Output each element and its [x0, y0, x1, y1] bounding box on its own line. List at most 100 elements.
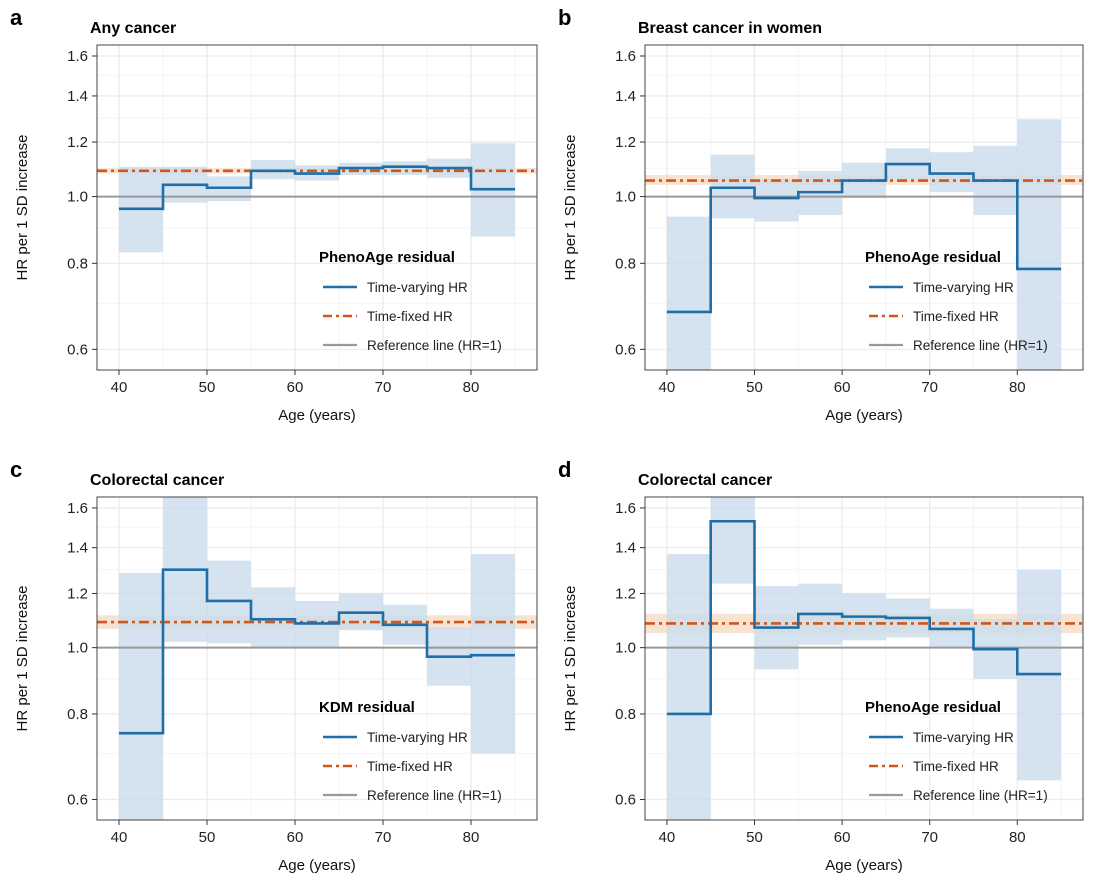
- y-tick-label: 0.8: [615, 255, 636, 272]
- legend-label: Time-varying HR: [913, 730, 1014, 745]
- legend-title: PhenoAge residual: [865, 249, 1001, 266]
- y-tick-label: 0.6: [615, 341, 636, 358]
- legend-label: Reference line (HR=1): [913, 788, 1048, 803]
- plot-area: [645, 45, 1083, 370]
- legend: KDM residual Time-varying HR Time-fixed HR…: [319, 699, 502, 803]
- plot-frame: [644, 496, 1084, 821]
- x-axis-label: Age (years): [825, 407, 903, 424]
- axes: 40 50 60 70 80 0.6 0.8 1.0 1.2 1.4 1.6: [615, 48, 1026, 396]
- time-varying-step-line: [119, 165, 515, 211]
- y-tick-label: 1.0: [615, 189, 636, 206]
- legend-label: Time-fixed HR: [367, 309, 453, 324]
- time-varying-ci-band: [1017, 119, 1062, 370]
- y-tick-label: 0.8: [67, 706, 88, 723]
- legend: PhenoAge residual Time-varying HR Time-fix…: [865, 699, 1048, 803]
- time-varying-ci-band: [383, 161, 427, 175]
- x-tick-label: 50: [199, 829, 216, 846]
- axes: 40 50 60 70 80 0.6 0.8 1.0 1.2 1.4 1.6: [67, 500, 479, 846]
- time-varying-ci-band: [251, 587, 295, 648]
- legend: PhenoAge residual Time-varying HR Time-fix…: [319, 249, 502, 353]
- plot-background: [97, 45, 537, 370]
- x-tick-label: 60: [834, 829, 851, 846]
- panel-title: Any cancer: [90, 20, 176, 37]
- legend-label: Time-fixed HR: [913, 309, 999, 324]
- time-varying-ci-band: [666, 554, 711, 820]
- panel-title: Colorectal cancer: [90, 472, 224, 489]
- panel-c: 40 50 60 70 80 0.6 0.8 1.0 1.2 1.4 1.6 Age (years) H…: [10, 457, 538, 874]
- panel-letter: a: [10, 5, 23, 30]
- legend-label: Time-varying HR: [367, 730, 468, 745]
- x-tick-label: 80: [463, 829, 480, 846]
- x-tick-label: 60: [287, 379, 304, 396]
- y-tick-label: 1.6: [615, 48, 636, 65]
- x-tick-label: 80: [1009, 829, 1026, 846]
- y-tick-label: 1.2: [615, 134, 636, 151]
- legend-label: Time-fixed HR: [367, 759, 453, 774]
- legend-title: PhenoAge residual: [319, 249, 455, 266]
- x-tick-label: 70: [921, 829, 938, 846]
- legend-label: Time-fixed HR: [913, 759, 999, 774]
- y-tick-label: 1.4: [615, 88, 636, 105]
- x-axis-label: Age (years): [278, 857, 356, 874]
- y-tick-label: 1.4: [67, 540, 88, 557]
- time-varying-ci-band: [710, 497, 755, 584]
- y-tick-label: 1.2: [67, 585, 88, 602]
- y-axis-label: HR per 1 SD increase: [562, 135, 579, 281]
- time-varying-step-line: [119, 568, 515, 735]
- time-varying-ci-band: [666, 216, 711, 370]
- axes: 40 50 60 70 80 0.6 0.8 1.0 1.2 1.4 1.6: [615, 500, 1026, 846]
- y-tick-label: 1.4: [615, 540, 636, 557]
- x-tick-label: 40: [659, 379, 676, 396]
- y-tick-label: 0.6: [615, 791, 636, 808]
- x-tick-label: 80: [463, 379, 480, 396]
- x-tick-label: 70: [375, 379, 392, 396]
- legend-title: PhenoAge residual: [865, 699, 1001, 716]
- y-axis-label: HR per 1 SD increase: [562, 586, 579, 732]
- y-axis-label: HR per 1 SD increase: [14, 586, 31, 732]
- panel-letter: c: [10, 457, 22, 482]
- x-axis-label: Age (years): [278, 407, 356, 424]
- plot-area: [97, 45, 537, 370]
- panel-letter: b: [558, 5, 571, 30]
- y-tick-label: 1.0: [67, 189, 88, 206]
- plot-area: [97, 497, 537, 820]
- time-varying-ci-band: [119, 573, 163, 820]
- panel-d: 40 50 60 70 80 0.6 0.8 1.0 1.2 1.4 1.6 Age (years) H…: [558, 457, 1084, 874]
- legend-label: Reference line (HR=1): [367, 338, 502, 353]
- legend: PhenoAge residual Time-varying HR Time-fix…: [865, 249, 1048, 353]
- y-tick-label: 1.6: [67, 48, 88, 65]
- x-axis-label: Age (years): [825, 857, 903, 874]
- y-axis-label: HR per 1 SD increase: [14, 135, 31, 281]
- x-tick-label: 50: [746, 829, 763, 846]
- x-tick-label: 40: [111, 379, 128, 396]
- y-tick-label: 0.6: [67, 341, 88, 358]
- x-tick-label: 70: [375, 829, 392, 846]
- panel-title: Colorectal cancer: [638, 472, 772, 489]
- y-tick-label: 1.4: [67, 88, 88, 105]
- time-varying-ci-band: [754, 179, 799, 222]
- time-varying-ci-band: [471, 554, 515, 754]
- legend-label: Time-varying HR: [913, 280, 1014, 295]
- x-tick-label: 40: [659, 829, 676, 846]
- panel-title: Breast cancer in women: [638, 20, 822, 37]
- y-tick-label: 1.2: [615, 585, 636, 602]
- plot-area: [645, 497, 1083, 820]
- y-tick-label: 1.0: [67, 640, 88, 657]
- y-tick-label: 1.0: [615, 640, 636, 657]
- x-tick-label: 60: [287, 829, 304, 846]
- axes: 40 50 60 70 80 0.6 0.8 1.0 1.2 1.4 1.6: [67, 48, 479, 396]
- x-tick-label: 60: [834, 379, 851, 396]
- legend-label: Reference line (HR=1): [367, 788, 502, 803]
- x-tick-label: 70: [921, 379, 938, 396]
- y-tick-label: 0.8: [67, 255, 88, 272]
- x-tick-label: 80: [1009, 379, 1026, 396]
- x-tick-label: 50: [746, 379, 763, 396]
- x-tick-label: 40: [111, 829, 128, 846]
- panel-letter: d: [558, 457, 571, 482]
- time-varying-step-line: [666, 162, 1062, 314]
- plot-frame: [96, 44, 538, 371]
- time-varying-step-line: [666, 519, 1062, 716]
- y-tick-label: 0.8: [615, 706, 636, 723]
- y-tick-label: 1.6: [67, 500, 88, 517]
